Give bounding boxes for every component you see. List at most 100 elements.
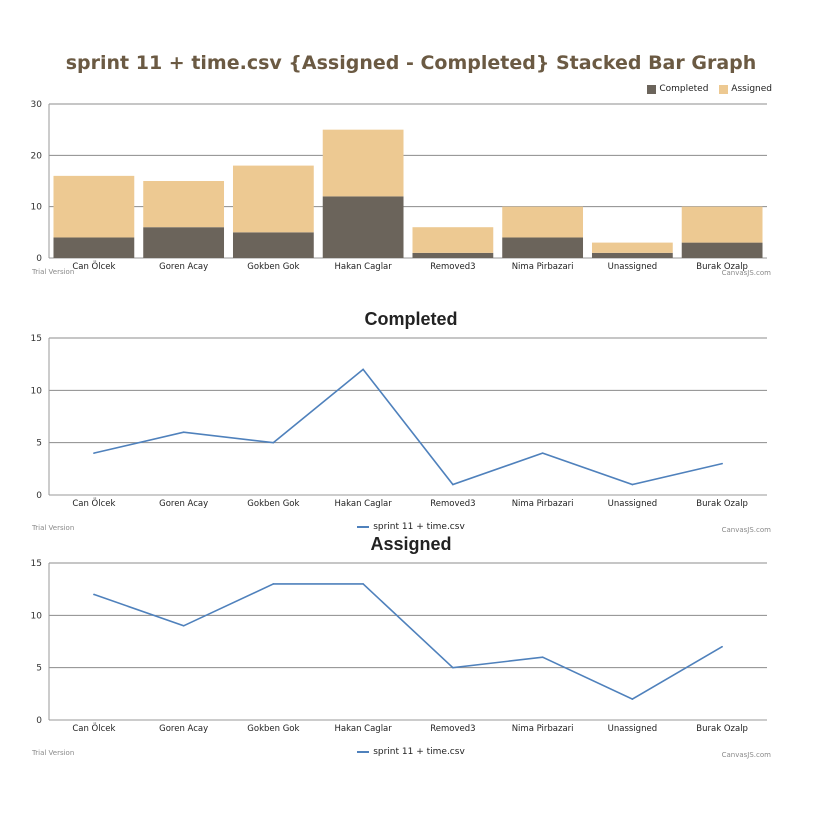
x-tick-label: Can Ölcek bbox=[72, 723, 115, 734]
legend-swatch-completed bbox=[647, 84, 657, 94]
data-point bbox=[272, 583, 275, 585]
x-tick-label: Nima Pirbazari bbox=[512, 499, 574, 509]
data-point bbox=[721, 645, 723, 648]
legend-line-swatch bbox=[357, 751, 370, 753]
trial-version-label: Trial Version bbox=[32, 268, 75, 276]
legend-label: sprint 11 + time.csv bbox=[373, 522, 465, 532]
x-tick-label: Burak Ozalp bbox=[696, 724, 748, 734]
bar-assigned bbox=[591, 242, 673, 253]
x-tick-label: Removed3 bbox=[430, 499, 475, 509]
x-tick-label: Nima Pirbazari bbox=[512, 262, 574, 272]
legend-item-completed: Completed bbox=[647, 84, 708, 94]
trial-version-label: Trial Version bbox=[32, 749, 75, 757]
x-tick-label: Burak Ozalp bbox=[696, 499, 748, 509]
x-tick-label: Burak Ozalp bbox=[696, 262, 748, 272]
legend-item-assigned: Assigned bbox=[719, 84, 772, 94]
legend-label-assigned: Assigned bbox=[731, 84, 772, 94]
data-point bbox=[362, 368, 364, 371]
y-tick-label: 0 bbox=[36, 716, 42, 726]
x-tick-label: Goren Acay bbox=[159, 724, 208, 734]
chart-legend: Completed Assigned bbox=[639, 84, 772, 97]
bar-completed bbox=[591, 252, 673, 258]
chart-title: Assigned bbox=[370, 534, 452, 554]
data-point bbox=[452, 666, 454, 669]
data-point bbox=[721, 462, 723, 465]
x-tick-label: Goren Acay bbox=[159, 262, 208, 272]
completed-line-chart: Completed 0 5 10 15 Can Ölcek Goren Acay Gokbe… bbox=[0, 305, 822, 535]
stacked-bar-chart: sprint 11 + time.csv {Assigned - Complet… bbox=[0, 40, 822, 285]
y-tick-label: 30 bbox=[31, 100, 43, 110]
x-tick-label: Gokben Gok bbox=[247, 262, 299, 272]
data-point bbox=[272, 441, 275, 444]
y-tick-label: 0 bbox=[36, 254, 42, 264]
data-point bbox=[452, 483, 454, 486]
chart-title: sprint 11 + time.csv {Assigned - Complet… bbox=[65, 52, 757, 74]
legend-label: sprint 11 + time.csv bbox=[373, 747, 465, 757]
y-tick-label: 0 bbox=[36, 491, 42, 501]
bar-assigned bbox=[502, 206, 584, 238]
y-tick-label: 15 bbox=[31, 559, 42, 569]
legend-item-series: sprint 11 + time.csv bbox=[357, 747, 465, 757]
data-point bbox=[541, 452, 544, 454]
canvasjs-credit: CanvasJS.com bbox=[721, 526, 771, 534]
data-point bbox=[631, 698, 634, 700]
bar-completed bbox=[502, 237, 584, 258]
y-tick-label: 5 bbox=[36, 664, 42, 674]
data-point bbox=[362, 583, 364, 585]
line-plot-area: 0 5 10 15 Can Ölcek Goren Acay Gokben Gok Hakan… bbox=[31, 334, 767, 509]
bar-completed bbox=[681, 242, 763, 258]
bar-assigned bbox=[322, 129, 404, 197]
y-tick-label: 10 bbox=[31, 386, 43, 396]
bar-assigned bbox=[53, 175, 135, 238]
data-point bbox=[93, 593, 95, 596]
chart-legend: sprint 11 + time.csv bbox=[0, 746, 822, 757]
legend-item-series: sprint 11 + time.csv bbox=[357, 522, 465, 532]
data-point bbox=[93, 452, 95, 454]
trial-version-label: Trial Version bbox=[32, 524, 75, 532]
x-tick-label: Nima Pirbazari bbox=[512, 724, 574, 734]
bar-completed bbox=[232, 232, 314, 258]
chart-legend: sprint 11 + time.csv bbox=[0, 521, 822, 532]
y-tick-label: 10 bbox=[31, 611, 43, 621]
data-point bbox=[631, 483, 634, 486]
x-tick-label: Unassigned bbox=[608, 724, 657, 734]
y-tick-label: 15 bbox=[31, 334, 42, 344]
bar-completed bbox=[412, 252, 494, 258]
line-plot-area: 0 5 10 15 Can Ölcek Goren Acay Gokben Gok Hakan… bbox=[31, 559, 767, 734]
y-tick-label: 10 bbox=[31, 203, 43, 213]
x-tick-label: Removed3 bbox=[430, 724, 475, 734]
x-tick-label: Hakan Caglar bbox=[334, 262, 392, 272]
legend-line-swatch bbox=[357, 526, 370, 528]
canvasjs-credit: CanvasJS.com bbox=[721, 269, 771, 277]
bar-assigned bbox=[412, 227, 494, 253]
bar-assigned bbox=[232, 165, 314, 233]
data-point bbox=[182, 625, 185, 627]
y-tick-label: 20 bbox=[31, 151, 43, 161]
canvasjs-credit: CanvasJS.com bbox=[721, 751, 771, 759]
x-tick-label: Gokben Gok bbox=[247, 724, 299, 734]
x-tick-label: Hakan Caglar bbox=[334, 724, 392, 734]
legend-label-completed: Completed bbox=[659, 84, 709, 94]
y-tick-label: 5 bbox=[36, 439, 42, 449]
x-tick-label: Goren Acay bbox=[159, 499, 208, 509]
x-tick-label: Gokben Gok bbox=[247, 499, 299, 509]
bar-assigned bbox=[681, 206, 763, 243]
x-tick-label: Unassigned bbox=[608, 262, 657, 272]
x-tick-label: Unassigned bbox=[608, 499, 657, 509]
chart-title: Completed bbox=[364, 309, 458, 329]
bar-completed bbox=[322, 196, 404, 258]
x-tick-label: Hakan Caglar bbox=[334, 499, 392, 509]
bar-assigned bbox=[143, 181, 225, 228]
x-tick-label: Can Ölcek bbox=[72, 261, 115, 272]
x-tick-label: Can Ölcek bbox=[72, 498, 115, 509]
data-point bbox=[541, 656, 544, 658]
series-line bbox=[93, 583, 723, 700]
x-tick-label: Removed3 bbox=[430, 262, 475, 272]
legend-swatch-assigned bbox=[719, 84, 729, 94]
bar-completed bbox=[53, 237, 135, 258]
series-line bbox=[93, 368, 723, 486]
data-point bbox=[182, 431, 185, 433]
bar-plot-area: 0 10 20 30 Can Ölcek Goren Acay Gokben Gok Haka… bbox=[31, 100, 767, 272]
assigned-line-chart: Assigned 0 5 10 15 Can Ölcek Goren Acay Gokben… bbox=[0, 530, 822, 760]
bar-completed bbox=[143, 227, 225, 258]
